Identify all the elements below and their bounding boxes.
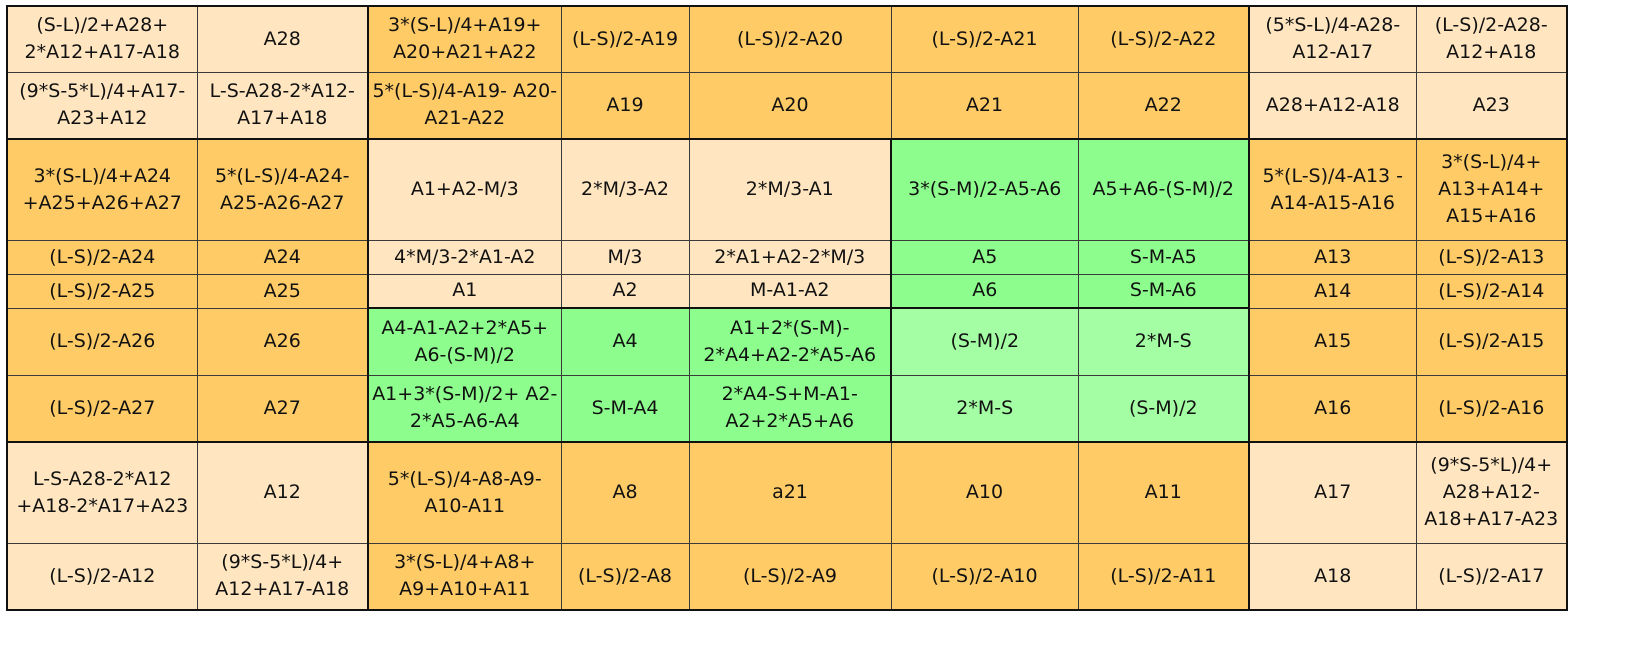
grid-cell[interactable]: A23 — [1415, 71, 1568, 140]
grid-cell[interactable]: A17 — [1248, 441, 1417, 544]
grid-cell[interactable]: A16 — [1248, 374, 1417, 443]
grid-cell[interactable]: 5*(L-S)/4-A13 - A14-A15-A16 — [1248, 138, 1417, 241]
grid-cell[interactable]: (5*S-L)/4-A28- A12-A17 — [1248, 5, 1417, 73]
grid-cell[interactable]: S-M-A4 — [560, 374, 690, 443]
grid-cell[interactable]: A21 — [890, 71, 1079, 140]
grid-cell[interactable]: A4-A1-A2+2*A5+ A6-(S-M)/2 — [367, 307, 562, 376]
grid-cell[interactable]: A19 — [560, 71, 690, 140]
grid-cell[interactable]: (L-S)/2-A10 — [890, 542, 1079, 611]
grid-cell[interactable]: A10 — [890, 441, 1079, 544]
grid-row: (L-S)/2-A24 A24 4*M/3-2*A1-A2 M/3 2*A1+A… — [6, 239, 1568, 275]
grid-cell[interactable]: L-S-A28-2*A12 +A18-2*A17+A23 — [6, 441, 198, 544]
grid-row: (9*S-5*L)/4+A17- A23+A12 L-S-A28-2*A12- … — [6, 71, 1568, 140]
grid-cell[interactable]: A5+A6-(S-M)/2 — [1077, 138, 1250, 241]
grid-cell[interactable]: (L-S)/2-A13 — [1415, 239, 1568, 275]
grid-cell[interactable]: A20 — [688, 71, 892, 140]
grid-cell[interactable]: A1+2*(S-M)- 2*A4+A2-2*A5-A6 — [688, 307, 892, 376]
grid-cell[interactable]: (L-S)/2-A12 — [6, 542, 198, 611]
grid-cell[interactable]: S-M-A5 — [1077, 239, 1250, 275]
grid-cell[interactable]: (L-S)/2-A24 — [6, 239, 198, 275]
grid-cell[interactable]: A1+3*(S-M)/2+ A2-2*A5-A6-A4 — [367, 374, 562, 443]
grid-cell[interactable]: (L-S)/2-A28- A12+A18 — [1415, 5, 1568, 73]
grid-cell[interactable]: (L-S)/2-A14 — [1415, 273, 1568, 309]
grid-cell[interactable]: 2*M-S — [890, 374, 1079, 443]
grid-cell[interactable]: 3*(S-M)/2-A5-A6 — [890, 138, 1079, 241]
grid-cell[interactable]: A22 — [1077, 71, 1250, 140]
grid-cell[interactable]: (9*S-5*L)/4+ A28+A12- A18+A17-A23 — [1415, 441, 1568, 544]
grid-cell[interactable]: (L-S)/2-A11 — [1077, 542, 1250, 611]
grid-cell[interactable]: (L-S)/2-A9 — [688, 542, 892, 611]
grid-cell[interactable]: 3*(S-L)/4+A19+ A20+A21+A22 — [367, 5, 562, 73]
grid-cell[interactable]: (9*S-5*L)/4+ A12+A17-A18 — [196, 542, 369, 611]
grid-cell[interactable]: A1+A2-M/3 — [367, 138, 562, 241]
grid-cell[interactable]: 2*M-S — [1077, 307, 1250, 376]
grid-cell[interactable]: 2*A1+A2-2*M/3 — [688, 239, 892, 275]
grid-cell[interactable]: (L-S)/2-A8 — [560, 542, 690, 611]
grid-cell[interactable]: (L-S)/2-A27 — [6, 374, 198, 443]
grid-cell[interactable]: (S-M)/2 — [890, 307, 1079, 376]
grid-cell[interactable]: A15 — [1248, 307, 1417, 376]
grid-row: 3*(S-L)/4+A24 +A25+A26+A27 5*(L-S)/4-A24… — [6, 138, 1568, 241]
grid-row: (L-S)/2-A26 A26 A4-A1-A2+2*A5+ A6-(S-M)/… — [6, 307, 1568, 376]
grid-cell[interactable]: A14 — [1248, 273, 1417, 309]
grid-cell[interactable]: A8 — [560, 441, 690, 544]
grid-cell[interactable]: 5*(L-S)/4-A19- A20-A21-A22 — [367, 71, 562, 140]
grid-cell[interactable]: L-S-A28-2*A12- A17+A18 — [196, 71, 369, 140]
grid-cell[interactable]: 2*M/3-A1 — [688, 138, 892, 241]
grid-cell[interactable]: (L-S)/2-A16 — [1415, 374, 1568, 443]
grid-cell[interactable]: 5*(L-S)/4-A24- A25-A26-A27 — [196, 138, 369, 241]
grid-cell[interactable]: M-A1-A2 — [688, 273, 892, 309]
grid-cell[interactable]: (L-S)/2-A26 — [6, 307, 198, 376]
grid-cell[interactable]: A2 — [560, 273, 690, 309]
grid-cell[interactable]: 5*(L-S)/4-A8-A9- A10-A11 — [367, 441, 562, 544]
grid-cell[interactable]: (L-S)/2-A19 — [560, 5, 690, 73]
grid-cell[interactable]: (L-S)/2-A21 — [890, 5, 1079, 73]
grid-row: (L-S)/2-A12 (9*S-5*L)/4+ A12+A17-A18 3*(… — [6, 542, 1568, 611]
grid-cell[interactable]: (L-S)/2-A25 — [6, 273, 198, 309]
grid-cell[interactable]: M/3 — [560, 239, 690, 275]
grid-cell[interactable]: A28+A12-A18 — [1248, 71, 1417, 140]
grid-cell[interactable]: (L-S)/2-A20 — [688, 5, 892, 73]
grid-cell[interactable]: A6 — [890, 273, 1079, 309]
grid-cell[interactable]: 3*(S-L)/4+A24 +A25+A26+A27 — [6, 138, 198, 241]
grid-cell[interactable]: 4*M/3-2*A1-A2 — [367, 239, 562, 275]
grid-cell[interactable]: 2*M/3-A2 — [560, 138, 690, 241]
grid-cell[interactable]: A18 — [1248, 542, 1417, 611]
grid-cell[interactable]: (L-S)/2-A15 — [1415, 307, 1568, 376]
grid-cell[interactable]: A24 — [196, 239, 369, 275]
grid-cell[interactable]: A12 — [196, 441, 369, 544]
grid-cell[interactable]: (S-L)/2+A28+ 2*A12+A17-A18 — [6, 5, 198, 73]
grid-cell[interactable]: A28 — [196, 5, 369, 73]
grid-cell[interactable]: (S-M)/2 — [1077, 374, 1250, 443]
grid-cell[interactable]: A1 — [367, 273, 562, 309]
grid-cell[interactable]: A27 — [196, 374, 369, 443]
grid-row: (S-L)/2+A28+ 2*A12+A17-A18 A28 3*(S-L)/4… — [6, 5, 1568, 73]
grid-cell[interactable]: 2*A4-S+M-A1- A2+2*A5+A6 — [688, 374, 892, 443]
grid-cell[interactable]: A4 — [560, 307, 690, 376]
grid-cell[interactable]: A5 — [890, 239, 1079, 275]
grid-cell[interactable]: 3*(S-L)/4+A8+ A9+A10+A11 — [367, 542, 562, 611]
grid-row: (L-S)/2-A27 A27 A1+3*(S-M)/2+ A2-2*A5-A6… — [6, 374, 1568, 443]
grid-cell[interactable]: (L-S)/2-A22 — [1077, 5, 1250, 73]
grid-cell[interactable]: A25 — [196, 273, 369, 309]
formula-grid: (S-L)/2+A28+ 2*A12+A17-A18 A28 3*(S-L)/4… — [6, 5, 1568, 611]
grid-row: (L-S)/2-A25 A25 A1 A2 M-A1-A2 A6 S-M-A6 … — [6, 273, 1568, 309]
grid-cell[interactable]: S-M-A6 — [1077, 273, 1250, 309]
grid-cell[interactable]: A26 — [196, 307, 369, 376]
grid-cell[interactable]: (L-S)/2-A17 — [1415, 542, 1568, 611]
grid-cell[interactable]: A13 — [1248, 239, 1417, 275]
grid-cell[interactable]: (9*S-5*L)/4+A17- A23+A12 — [6, 71, 198, 140]
grid-cell[interactable]: a21 — [688, 441, 892, 544]
grid-cell[interactable]: A11 — [1077, 441, 1250, 544]
grid-cell[interactable]: 3*(S-L)/4+ A13+A14+ A15+A16 — [1415, 138, 1568, 241]
grid-row: L-S-A28-2*A12 +A18-2*A17+A23 A12 5*(L-S)… — [6, 441, 1568, 544]
